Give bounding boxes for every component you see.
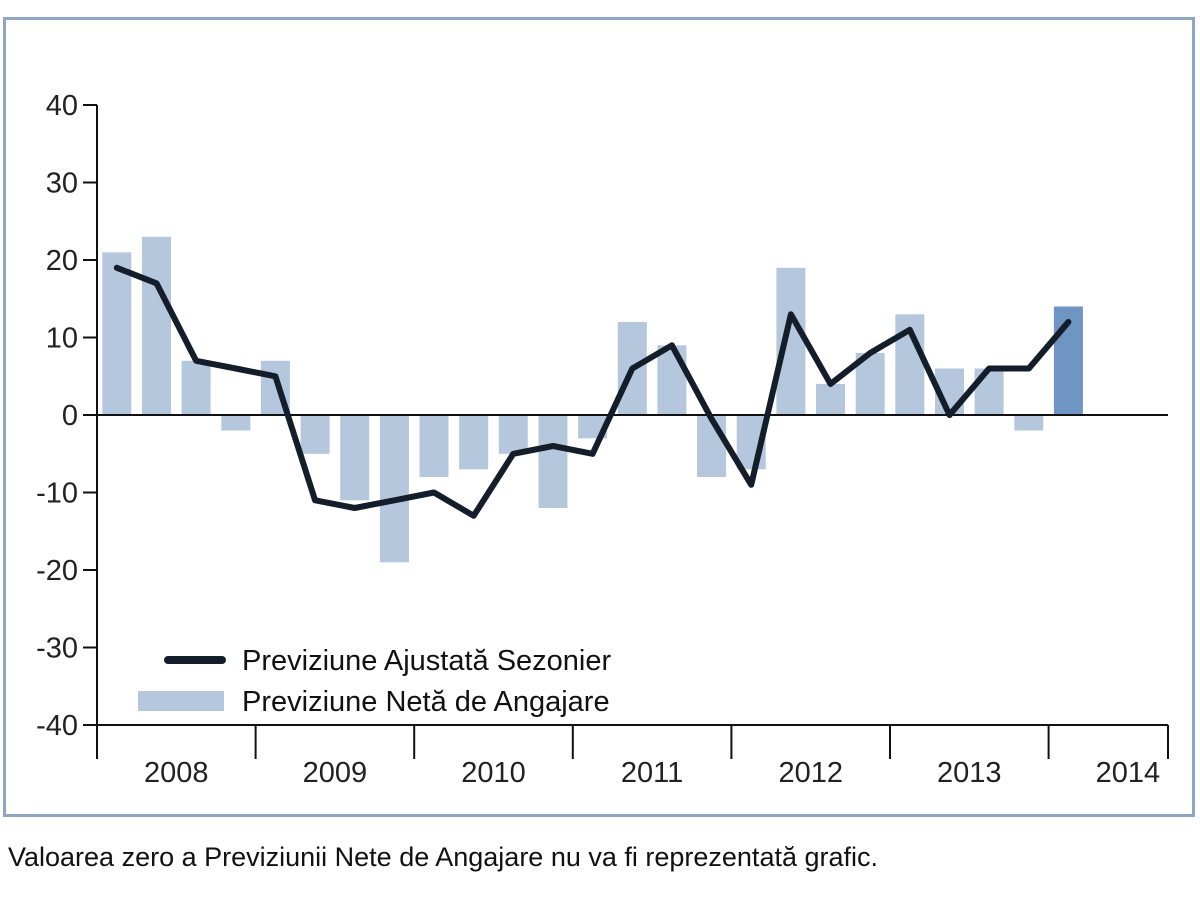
y-tick-label: -40 xyxy=(36,710,78,742)
x-tick-label: 2014 xyxy=(1096,757,1161,789)
y-tick-label: 30 xyxy=(46,168,78,200)
footnote: Valoarea zero a Previziunii Nete de Anga… xyxy=(8,842,878,872)
bar-2011-q3 xyxy=(657,345,687,416)
y-tick-label: 40 xyxy=(46,90,78,122)
legend-label-line: Previziune Ajustată Sezonier xyxy=(242,645,611,677)
bar-2009-q3 xyxy=(340,415,370,501)
bar-2010-q1 xyxy=(419,415,449,477)
bar-2008-q3 xyxy=(181,360,211,416)
bar-2010-q4 xyxy=(538,415,568,508)
bar-2009-q4 xyxy=(379,415,409,563)
legend-bar-swatch xyxy=(138,691,224,711)
bar-2009-q2 xyxy=(300,415,330,454)
bar-2013-q3 xyxy=(974,368,1004,415)
bar-2013-q4 xyxy=(1014,415,1044,431)
line-layer xyxy=(113,264,1072,519)
y-tick-label: 10 xyxy=(46,323,78,355)
y-tick-label: 20 xyxy=(46,245,78,277)
y-tick-label: -30 xyxy=(36,633,78,665)
x-tick-label: 2012 xyxy=(778,757,843,789)
series-line-seasonally-adjusted xyxy=(113,264,1072,519)
x-tick-label: 2013 xyxy=(937,757,1002,789)
bar-2010-q2 xyxy=(459,415,489,470)
legend: Previziune Ajustată Sezonier Previziune … xyxy=(138,645,611,718)
bar-2012-q3 xyxy=(816,384,845,415)
bar-2008-q2 xyxy=(142,236,171,416)
bar-2008-q1 xyxy=(102,252,132,416)
bar-2010-q3 xyxy=(498,415,528,454)
x-tick-label: 2008 xyxy=(144,757,209,789)
y-tick-label: -10 xyxy=(36,478,78,510)
legend-label-bar: Previziune Netă de Angajare xyxy=(242,686,610,718)
bar-2008-q4 xyxy=(221,415,251,431)
bar-2011-q4 xyxy=(697,415,727,477)
x-tick-label: 2010 xyxy=(461,757,526,789)
bars-layer xyxy=(102,236,1083,563)
y-tick-label: 0 xyxy=(62,400,78,432)
bar-2012-q2 xyxy=(776,267,806,416)
x-tick-label: 2011 xyxy=(621,757,683,789)
x-tick-label: 2009 xyxy=(303,757,368,789)
y-tick-label: -20 xyxy=(36,555,78,587)
